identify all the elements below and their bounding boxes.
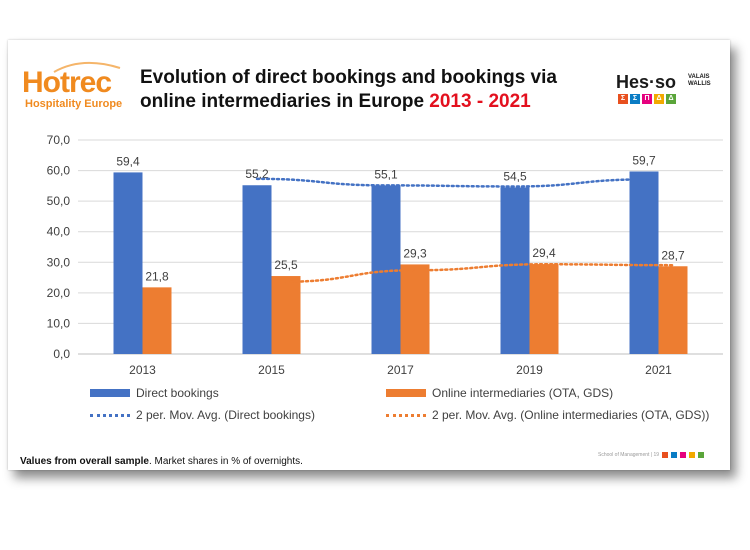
data-label-direct: 55,1 [374, 168, 398, 182]
footnote: Values from overall sample. Market share… [20, 456, 303, 467]
page-footer-text: School of Management | 19 [598, 452, 660, 458]
y-tick-label: 60,0 [47, 164, 71, 178]
data-label-direct: 59,7 [632, 153, 656, 167]
hes-square-5: Δ [666, 94, 676, 104]
footer-square-1 [662, 452, 669, 458]
legend-item-online: Online intermediaries (OTA, GDS) [386, 386, 613, 400]
bar-direct [242, 185, 272, 354]
y-tick-label: 0,0 [53, 347, 70, 361]
bar-online [529, 264, 559, 354]
hes-square-1: Σ [618, 94, 628, 104]
data-label-online: 29,4 [532, 246, 556, 260]
footnote-rest: . Market shares in % of overnights. [148, 456, 303, 467]
footer-square-5 [698, 452, 705, 458]
x-tick-label: 2019 [516, 363, 543, 377]
x-tick-label: 2015 [258, 363, 285, 377]
data-label-online: 25,5 [274, 258, 298, 272]
hotrec-swoosh-icon [53, 61, 121, 73]
y-tick-label: 30,0 [47, 255, 71, 269]
legend-label-online: Online intermediaries (OTA, GDS) [432, 386, 614, 400]
bar-online [271, 276, 301, 354]
bar-online [142, 287, 172, 354]
trendline-direct [255, 177, 646, 188]
title-line1: Evolution of direct bookings and booking… [140, 67, 557, 88]
hes-so-logo: Hes·so VALAIS WALLIS Σ Σ Π Δ Δ [616, 72, 716, 112]
legend-swatch-direct-avg [90, 413, 130, 417]
hotrec-logo: Hotrec Hospitality Europe [22, 61, 123, 110]
page-footer: School of Management | 19 [598, 452, 705, 458]
data-label-online: 29,3 [403, 246, 427, 260]
bar-online [400, 264, 430, 354]
legend-item-direct-avg: 2 per. Mov. Avg. (Direct bookings) [90, 408, 315, 422]
y-tick-label: 70,0 [47, 133, 71, 147]
chart-legend: Direct bookings Online intermediaries (O… [90, 386, 710, 430]
x-tick-label: 2013 [129, 363, 156, 377]
hotrec-wordmark: Hotrec [22, 66, 112, 99]
hes-square-3: Π [642, 94, 652, 104]
legend-item-direct: Direct bookings [90, 386, 219, 400]
legend-label-direct-avg: 2 per. Mov. Avg. (Direct bookings) [136, 408, 315, 422]
data-label-direct: 59,4 [116, 154, 140, 168]
hes-so-wordmark: Hes·so [616, 72, 677, 92]
x-tick-label: 2021 [645, 363, 672, 377]
data-label-direct: 54,5 [503, 169, 527, 183]
footnote-bold: Values from overall sample [20, 456, 149, 467]
data-label-online: 21,8 [145, 269, 169, 283]
footer-square-4 [689, 452, 696, 458]
title-years: 2013 - 2021 [429, 91, 531, 112]
hes-square-4: Δ [654, 94, 664, 104]
bar-chart: 0,0 10,0 20,0 30,0 40,0 50,0 60,0 70,0 2013 2015 2… [47, 133, 723, 377]
hes-valais-label: VALAIS WALLIS [688, 74, 711, 88]
hes-color-squares: Σ Σ Π Δ Δ [618, 94, 676, 104]
data-label-online: 28,7 [661, 248, 685, 262]
legend-swatch-online-avg [386, 413, 426, 417]
y-tick-label: 50,0 [47, 194, 71, 208]
footer-square-2 [671, 452, 678, 458]
y-tick-label: 40,0 [47, 225, 71, 239]
hes-valais-2: WALLIS [688, 81, 711, 87]
trendline-online [284, 263, 675, 283]
legend-item-online-avg: 2 per. Mov. Avg. (Online intermediaries … [386, 408, 709, 422]
hes-square-2: Σ [630, 94, 640, 104]
bar-direct [629, 171, 659, 354]
hotrec-subtitle: Hospitality Europe [25, 98, 123, 110]
legend-swatch-online [386, 389, 426, 397]
bar-direct [113, 172, 143, 354]
footer-square-3 [680, 452, 687, 458]
title-line2: online intermediaries in Europe [140, 91, 430, 112]
y-tick-label: 10,0 [47, 316, 71, 330]
legend-label-direct: Direct bookings [136, 386, 219, 400]
legend-label-online-avg: 2 per. Mov. Avg. (Online intermediaries … [432, 408, 710, 422]
bar-online [658, 266, 688, 354]
bar-direct [500, 187, 530, 354]
page-title: Evolution of direct bookings and booking… [140, 66, 610, 114]
slide: Hotrec Hospitality Europe Evolution of d… [8, 40, 730, 470]
y-tick-label: 20,0 [47, 286, 71, 300]
hes-valais-1: VALAIS [688, 74, 710, 80]
x-tick-label: 2017 [387, 363, 414, 377]
legend-swatch-direct [90, 389, 130, 397]
